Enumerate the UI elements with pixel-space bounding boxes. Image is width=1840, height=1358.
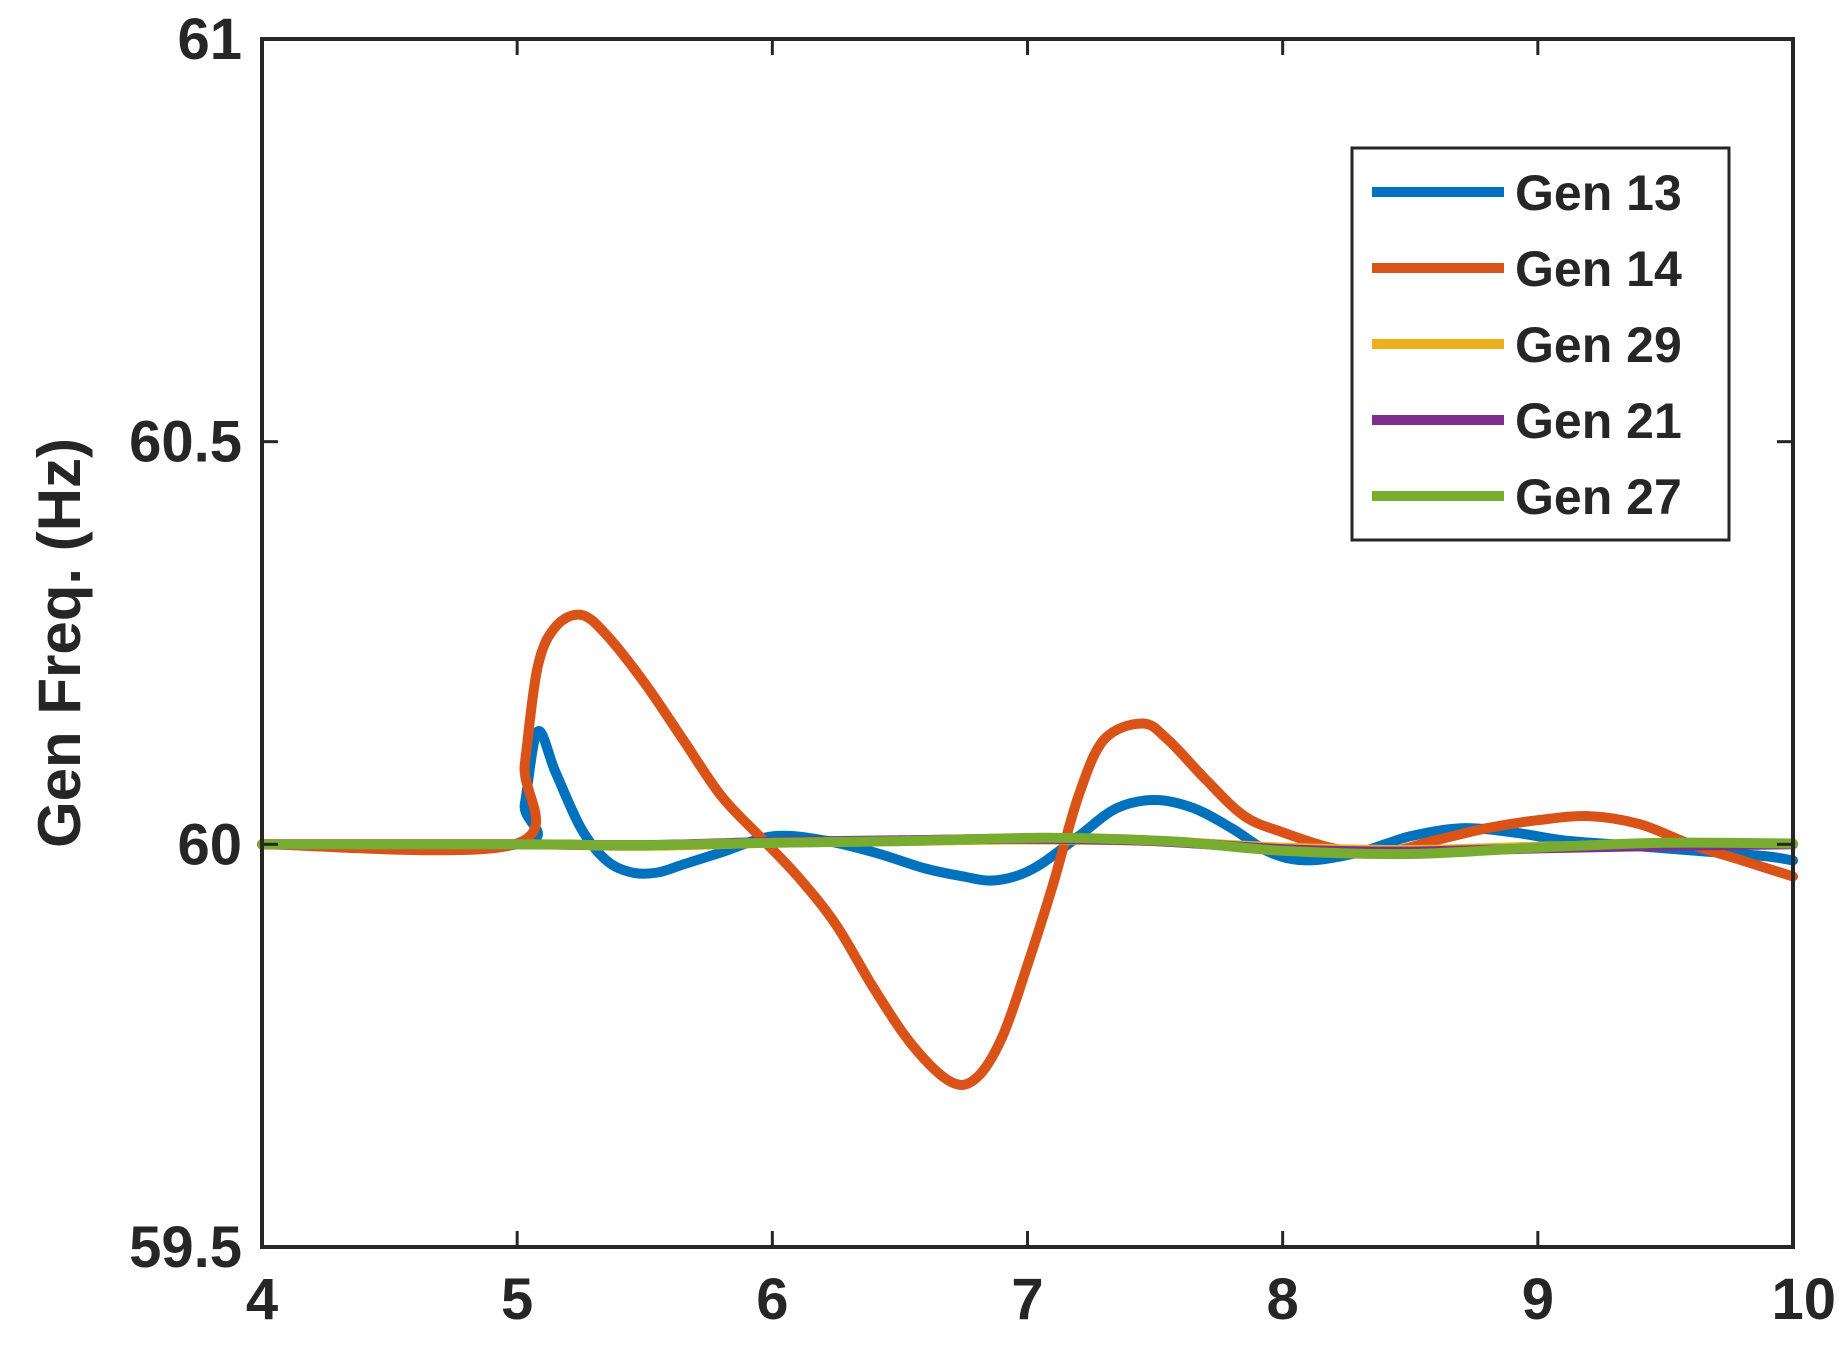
y-tick-label: 61: [177, 7, 242, 72]
series-layer: [257, 609, 1798, 1090]
y-axis-label: Gen Freq. (Hz): [26, 438, 93, 848]
legend-label-gen-13: Gen 13: [1515, 165, 1682, 221]
legend: Gen 13 Gen 14 Gen 29 Gen 21 Gen 27: [1350, 146, 1731, 542]
series-line-gen-13: [257, 726, 1798, 886]
y-tick-labels: 59.5 60 60.5 61: [129, 7, 242, 1280]
x-tick-labels: 4 5 6 7 8 9 10: [246, 1267, 1836, 1332]
legend-label-gen-29: Gen 29: [1515, 317, 1682, 373]
y-tick-label: 60: [177, 812, 242, 877]
x-tick-label: 9: [1522, 1267, 1554, 1332]
legend-label-gen-21: Gen 21: [1515, 393, 1682, 449]
series-line-gen-14: [257, 609, 1798, 1090]
x-tick-label: 8: [1267, 1267, 1299, 1332]
x-tick-label: 7: [1011, 1267, 1043, 1332]
axis-ticks: [260, 37, 1795, 1249]
x-tick-label: 4: [246, 1267, 278, 1332]
x-tick-label: 5: [501, 1267, 533, 1332]
series-line-gen-27: [257, 832, 1798, 860]
legend-label-gen-27: Gen 27: [1515, 469, 1682, 525]
x-tick-label: 10: [1771, 1267, 1836, 1332]
x-tick-label: 6: [756, 1267, 788, 1332]
y-tick-label: 59.5: [129, 1215, 242, 1280]
legend-label-gen-14: Gen 14: [1515, 241, 1682, 297]
y-tick-label: 60.5: [129, 410, 242, 475]
